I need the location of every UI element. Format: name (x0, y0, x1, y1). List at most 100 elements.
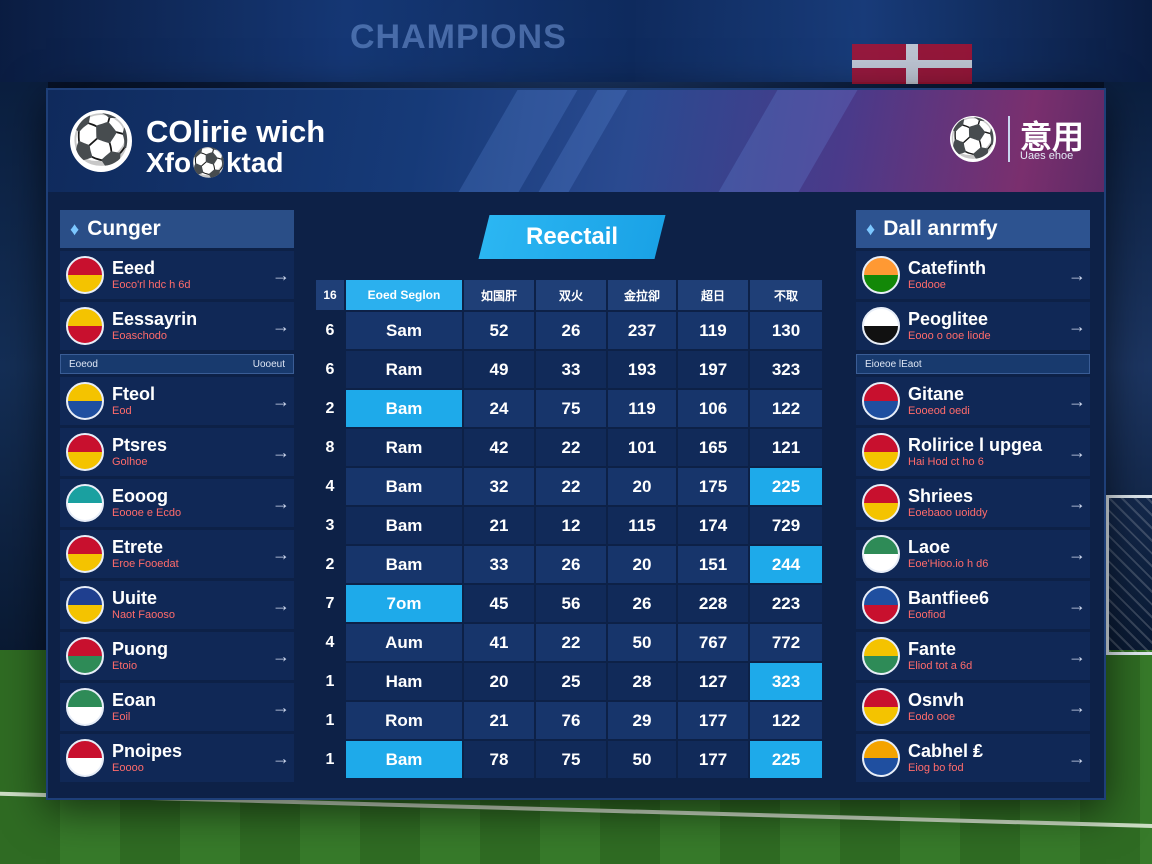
team-cell[interactable]: Bam (346, 546, 464, 583)
list-item-subtitle: Eoco'rl hdc h 6d (112, 279, 191, 291)
table-row[interactable]: 1 Rom 21 76 29 177 122 (316, 702, 824, 739)
list-item-name: Bantfiee6 (908, 588, 990, 608)
team-cell[interactable]: 7om (346, 585, 464, 622)
value-cell: 225 (750, 468, 824, 505)
list-item[interactable]: Puong Etoio → (60, 632, 294, 680)
team-cell[interactable]: Ram (346, 351, 464, 388)
list-item[interactable]: Peoglitee Eooo o ooe liode → (856, 302, 1090, 350)
list-item[interactable]: Osnvh Eodo ooe → (856, 683, 1090, 731)
list-item-name: Fteol (112, 384, 155, 404)
value-cell: 75 (536, 741, 608, 778)
list-item-subtitle: Hai Hod ct ho 6 (908, 456, 984, 468)
table-row[interactable]: 3 Bam 21 12 115 174 729 (316, 507, 824, 544)
arrow-right-icon[interactable]: → (1068, 390, 1086, 411)
value-cell: 20 (464, 663, 536, 700)
team-cell[interactable]: Bam (346, 468, 464, 505)
left-panel-header: ♦ Cunger (60, 210, 294, 248)
arrow-right-icon[interactable]: → (1068, 441, 1086, 462)
arrow-right-icon[interactable]: → (272, 492, 290, 513)
list-item[interactable]: Uuite Naot Faooso → (60, 581, 294, 629)
list-item[interactable]: Etrete Eroe Fooedat → (60, 530, 294, 578)
column-header[interactable]: 不取 (750, 280, 824, 310)
list-item[interactable]: Cabhel ₤ Eiog bo fod → (856, 734, 1090, 782)
value-cell: 29 (608, 702, 678, 739)
list-item[interactable]: Catefinth Eodooe → (856, 251, 1090, 299)
arrow-right-icon[interactable]: → (272, 264, 290, 285)
value-cell: 26 (536, 546, 608, 583)
list-item-subtitle: Etoio (112, 660, 138, 672)
arrow-right-icon[interactable]: → (272, 390, 290, 411)
column-header[interactable]: 超日 (678, 280, 750, 310)
list-separator[interactable]: Eoeod Uooeut (60, 354, 294, 374)
team-cell[interactable]: Ram (346, 429, 464, 466)
value-cell: 32 (464, 468, 536, 505)
list-separator[interactable]: Eioeoe lEaot (856, 354, 1090, 374)
list-item[interactable]: Rolirice l upgea Hai Hod ct ho 6 → (856, 428, 1090, 476)
arrow-right-icon[interactable]: → (272, 645, 290, 666)
value-cell: 20 (608, 468, 678, 505)
team-cell[interactable]: Bam (346, 390, 464, 427)
list-item[interactable]: Bantfiee6 Eoofiod → (856, 581, 1090, 629)
value-cell: 50 (608, 741, 678, 778)
arrow-right-icon[interactable]: → (272, 696, 290, 717)
list-item-subtitle: Eiog bo fod (908, 762, 964, 774)
list-item[interactable]: Fante Eliod tot a 6d → (856, 632, 1090, 680)
arrow-right-icon[interactable]: → (1068, 747, 1086, 768)
arrow-right-icon[interactable]: → (1068, 264, 1086, 285)
column-header[interactable]: 金拉卻 (608, 280, 678, 310)
table-row[interactable]: 1 Bam 78 75 50 177 225 (316, 741, 824, 778)
table-row[interactable]: 4 Bam 32 22 20 175 225 (316, 468, 824, 505)
table-row[interactable]: 2 Bam 24 75 119 106 122 (316, 390, 824, 427)
team-cell[interactable]: Bam (346, 741, 464, 778)
list-item[interactable]: Pnoipes Eoooo → (60, 734, 294, 782)
arrow-right-icon[interactable]: → (272, 441, 290, 462)
separator-left-label: Eoeod (69, 358, 98, 370)
arrow-right-icon[interactable]: → (272, 315, 290, 336)
arrow-right-icon[interactable]: → (272, 747, 290, 768)
right-panel: ♦ Dall anrmfy Catefinth Eodooe → Peoglitee E… (856, 210, 1090, 782)
flag-icon (862, 535, 900, 573)
list-item[interactable]: Ptsres Golhoe → (60, 428, 294, 476)
column-header[interactable]: 如国肝 (464, 280, 536, 310)
list-item-name: Catefinth (908, 258, 986, 278)
table-body: 6 Sam 52 26 237 119 130 6 Ram 49 33 193 197 323 2 Bam 24… (316, 312, 824, 778)
team-cell[interactable]: Sam (346, 312, 464, 349)
list-item[interactable]: Eeed Eoco'rl hdc h 6d → (60, 251, 294, 299)
flag-icon (862, 307, 900, 345)
value-cell: 127 (678, 663, 750, 700)
column-header[interactable]: 双火 (536, 280, 608, 310)
arrow-right-icon[interactable]: → (1068, 492, 1086, 513)
arrow-right-icon[interactable]: → (1068, 315, 1086, 336)
list-item[interactable]: Eooog Eoooe e Ecdo → (60, 479, 294, 527)
list-item[interactable]: Fteol Eod → (60, 377, 294, 425)
table-row[interactable]: 6 Sam 52 26 237 119 130 (316, 312, 824, 349)
table-row[interactable]: 4 Aum 41 22 50 767 772 (316, 624, 824, 661)
table-row[interactable]: 2 Bam 33 26 20 151 244 (316, 546, 824, 583)
flag-icon (862, 382, 900, 420)
flag-icon (66, 688, 104, 726)
rank-cell: 1 (316, 663, 346, 700)
header-divider (1008, 116, 1010, 162)
table-row[interactable]: 6 Ram 49 33 193 197 323 (316, 351, 824, 388)
arrow-right-icon[interactable]: → (1068, 594, 1086, 615)
arrow-right-icon[interactable]: → (1068, 696, 1086, 717)
column-header[interactable]: 16 (316, 280, 346, 310)
list-item[interactable]: Eessayrin Eoaschodo → (60, 302, 294, 350)
arrow-right-icon[interactable]: → (272, 594, 290, 615)
list-item[interactable]: Shriees Eoebaoo uoiddy → (856, 479, 1090, 527)
arrow-right-icon[interactable]: → (1068, 543, 1086, 564)
arrow-right-icon[interactable]: → (272, 543, 290, 564)
arrow-right-icon[interactable]: → (1068, 645, 1086, 666)
list-item[interactable]: Eoan Eoil → (60, 683, 294, 731)
list-item[interactable]: Laoe Eoe'Hioo.io h d6 → (856, 530, 1090, 578)
table-row[interactable]: 8 Ram 42 22 101 165 121 (316, 429, 824, 466)
list-item[interactable]: Gitane Eooeod oedi → (856, 377, 1090, 425)
team-cell[interactable]: Bam (346, 507, 464, 544)
table-row[interactable]: 7 7om 45 56 26 228 223 (316, 585, 824, 622)
value-cell: 223 (750, 585, 824, 622)
team-cell[interactable]: Ham (346, 663, 464, 700)
table-row[interactable]: 1 Ham 20 25 28 127 323 (316, 663, 824, 700)
team-cell[interactable]: Aum (346, 624, 464, 661)
column-header[interactable]: Eoed Seglon (346, 280, 464, 310)
team-cell[interactable]: Rom (346, 702, 464, 739)
